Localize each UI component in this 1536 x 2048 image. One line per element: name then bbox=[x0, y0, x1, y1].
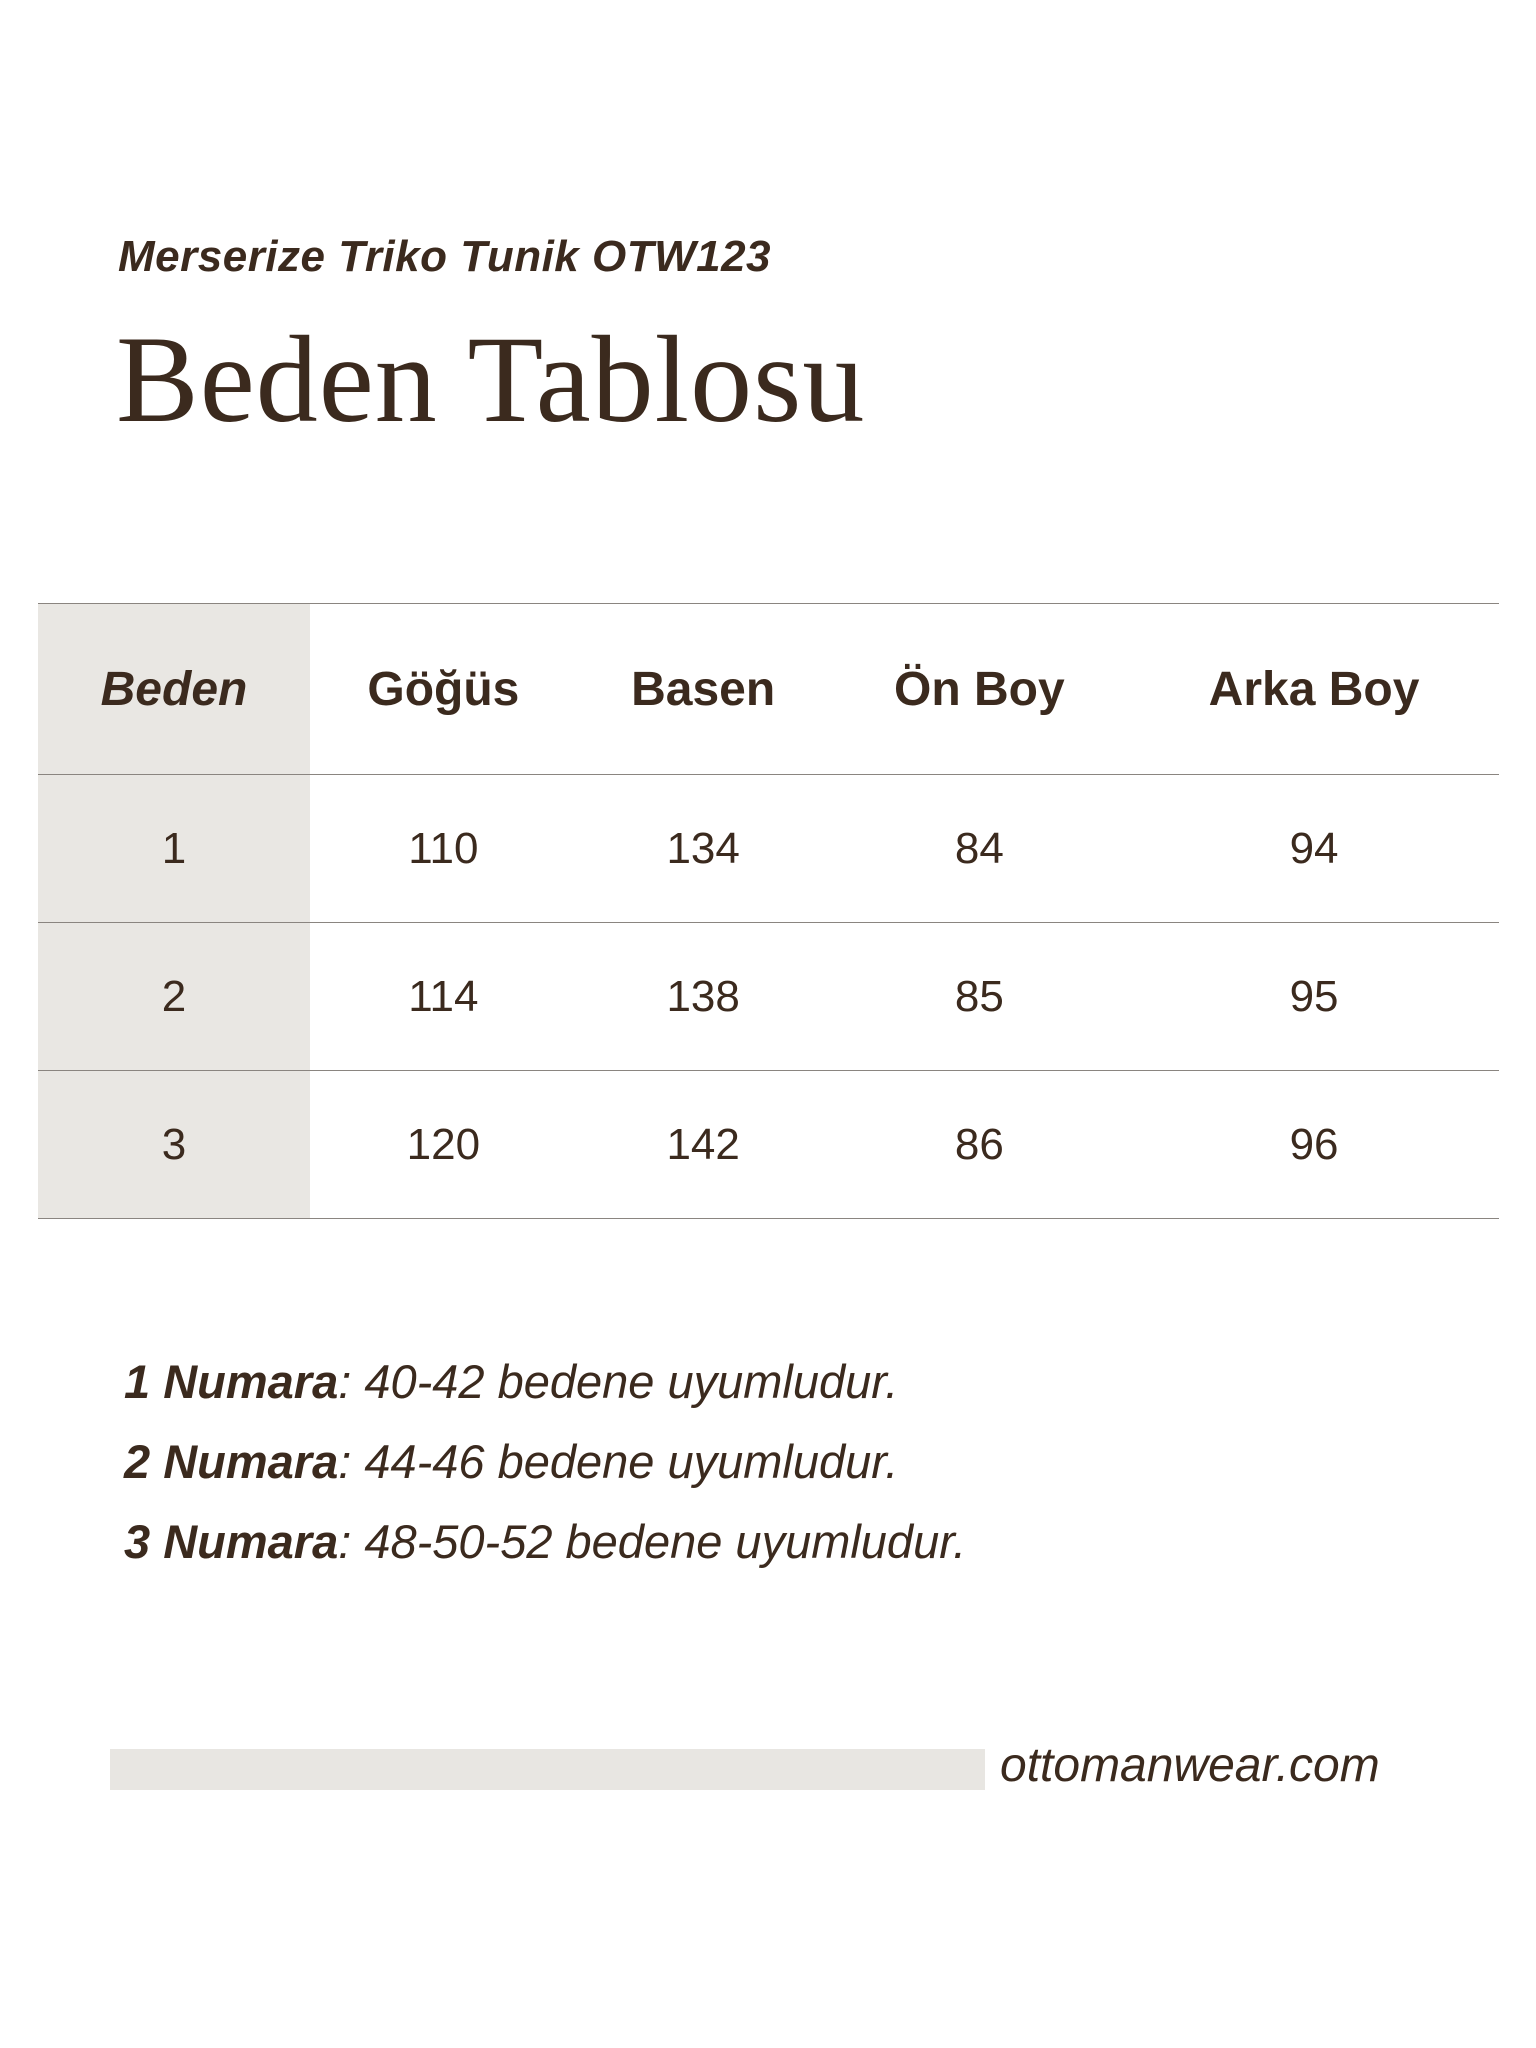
cell-size: 1 bbox=[38, 774, 310, 923]
table-row: 2 114 138 85 95 bbox=[38, 922, 1499, 1071]
header-gogus: Göğüs bbox=[310, 603, 577, 775]
cell: 134 bbox=[576, 774, 830, 923]
cell: 86 bbox=[829, 1070, 1130, 1219]
header-basen: Basen bbox=[576, 603, 830, 775]
table-row: 1 110 134 84 94 bbox=[38, 774, 1499, 923]
cell: 94 bbox=[1129, 774, 1499, 923]
size-table: Beden Göğüs Basen Ön Boy Arka Boy 1 110 … bbox=[38, 603, 1499, 1219]
note-label: 1 Numara bbox=[124, 1355, 339, 1408]
note-label: 3 Numara bbox=[124, 1515, 339, 1568]
cell: 96 bbox=[1129, 1070, 1499, 1219]
cell: 95 bbox=[1129, 922, 1499, 1071]
header-arka-boy: Arka Boy bbox=[1129, 603, 1499, 775]
note-text: : 48-50-52 bedene uyumludur. bbox=[338, 1515, 967, 1568]
product-subtitle: Merserize Triko Tunik OTW123 bbox=[118, 232, 772, 281]
note-text: : 40-42 bedene uyumludur. bbox=[338, 1355, 899, 1408]
cell: 120 bbox=[310, 1070, 577, 1219]
cell-size: 2 bbox=[38, 922, 310, 1071]
note-label: 2 Numara bbox=[124, 1435, 339, 1488]
cell: 85 bbox=[829, 922, 1130, 1071]
header-beden: Beden bbox=[38, 603, 310, 775]
cell: 142 bbox=[576, 1070, 830, 1219]
header-on-boy: Ön Boy bbox=[829, 603, 1130, 775]
page-title: Beden Tablosu bbox=[116, 311, 866, 448]
note-1: 1 Numara: 40-42 bedene uyumludur. bbox=[124, 1352, 966, 1432]
cell: 84 bbox=[829, 774, 1130, 923]
cell: 138 bbox=[576, 922, 830, 1071]
footer-decorative-bar bbox=[110, 1749, 985, 1790]
table-header-row: Beden Göğüs Basen Ön Boy Arka Boy bbox=[38, 603, 1499, 775]
website-link[interactable]: ottomanwear.com bbox=[1000, 1739, 1380, 1792]
note-text: : 44-46 bedene uyumludur. bbox=[338, 1435, 899, 1488]
table-row: 3 120 142 86 96 bbox=[38, 1070, 1499, 1219]
note-3: 3 Numara: 48-50-52 bedene uyumludur. bbox=[124, 1512, 966, 1592]
cell-size: 3 bbox=[38, 1070, 310, 1219]
cell: 114 bbox=[310, 922, 577, 1071]
note-2: 2 Numara: 44-46 bedene uyumludur. bbox=[124, 1432, 966, 1512]
size-notes: 1 Numara: 40-42 bedene uyumludur. 2 Numa… bbox=[124, 1352, 966, 1592]
cell: 110 bbox=[310, 774, 577, 923]
